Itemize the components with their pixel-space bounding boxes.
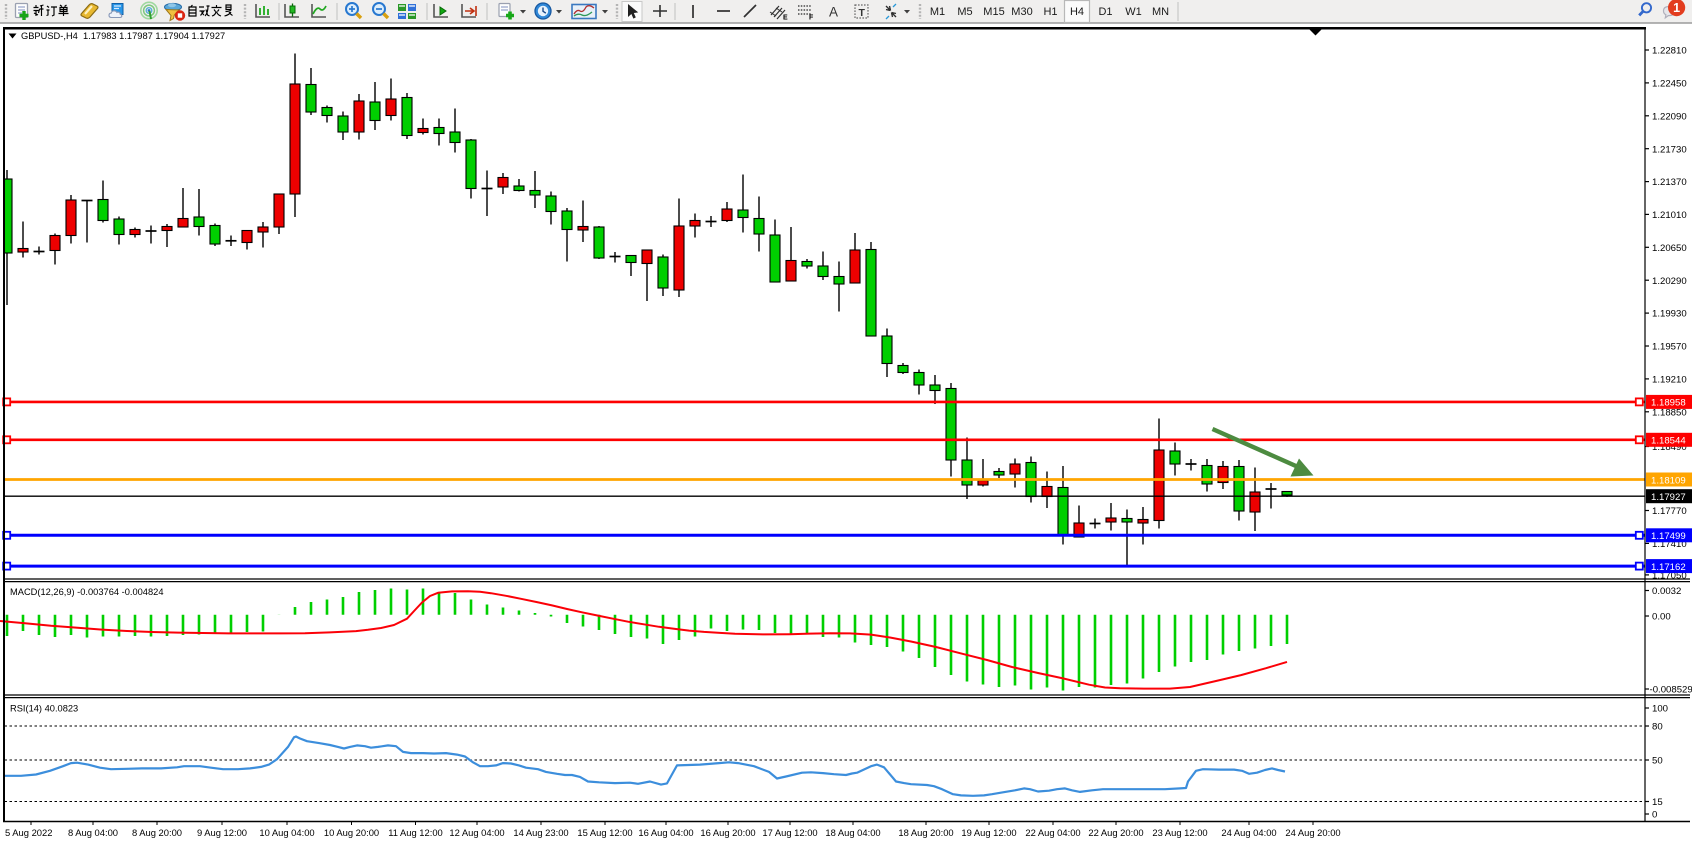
svg-text:D1: D1	[1098, 6, 1112, 18]
svg-text:15: 15	[1652, 797, 1663, 808]
svg-text:9 Aug 12:00: 9 Aug 12:00	[197, 827, 247, 838]
svg-text:1.17770: 1.17770	[1652, 506, 1687, 517]
svg-text:1.17410: 1.17410	[1652, 539, 1687, 550]
svg-text:15 Aug 12:00: 15 Aug 12:00	[577, 827, 632, 838]
svg-text:1.21010: 1.21010	[1652, 210, 1687, 221]
svg-text:H1: H1	[1043, 6, 1057, 18]
svg-text:1: 1	[1673, 1, 1680, 15]
svg-text:1.18490: 1.18490	[1652, 442, 1687, 453]
svg-text:1.21730: 1.21730	[1652, 144, 1687, 155]
svg-text:1.20290: 1.20290	[1652, 276, 1687, 287]
svg-text:A: A	[829, 5, 838, 20]
svg-text:1.22810: 1.22810	[1652, 46, 1687, 57]
svg-text:14 Aug 23:00: 14 Aug 23:00	[513, 827, 568, 838]
svg-text:W1: W1	[1125, 6, 1142, 18]
svg-text:50: 50	[1652, 756, 1663, 767]
svg-text:M15: M15	[983, 6, 1004, 18]
svg-text:1.19570: 1.19570	[1652, 342, 1687, 353]
svg-text:23 Aug 12:00: 23 Aug 12:00	[1152, 827, 1207, 838]
svg-text:24 Aug 04:00: 24 Aug 04:00	[1221, 827, 1276, 838]
svg-text:-0.008529: -0.008529	[1650, 685, 1692, 696]
svg-text:1.17927: 1.17927	[1651, 492, 1686, 503]
svg-text:1.22090: 1.22090	[1652, 111, 1687, 122]
svg-text:5 Aug 2022: 5 Aug 2022	[5, 827, 52, 838]
svg-text:1.22450: 1.22450	[1652, 79, 1687, 90]
svg-text:1.18850: 1.18850	[1652, 407, 1687, 418]
svg-text:M1: M1	[930, 6, 945, 18]
svg-text:1.21370: 1.21370	[1652, 177, 1687, 188]
svg-text:GBPUSD-,H4 1.17983 1.17987 1.: GBPUSD-,H4 1.17983 1.17987 1.17904 1.179…	[21, 31, 225, 41]
svg-text:19 Aug 12:00: 19 Aug 12:00	[961, 827, 1016, 838]
svg-text:16 Aug 20:00: 16 Aug 20:00	[700, 827, 755, 838]
svg-text:0.0032: 0.0032	[1652, 586, 1681, 597]
svg-text:1.18109: 1.18109	[1651, 475, 1686, 486]
svg-text:10 Aug 20:00: 10 Aug 20:00	[324, 827, 379, 838]
svg-text:MN: MN	[1152, 6, 1169, 18]
svg-text:18 Aug 20:00: 18 Aug 20:00	[898, 827, 953, 838]
svg-text:11 Aug 12:00: 11 Aug 12:00	[388, 827, 443, 838]
svg-text:1.18544: 1.18544	[1651, 436, 1686, 447]
svg-text:8 Aug 20:00: 8 Aug 20:00	[132, 827, 182, 838]
svg-text:MACD(12,26,9) -0.003764 -0.004: MACD(12,26,9) -0.003764 -0.004824	[10, 587, 164, 597]
svg-text:E: E	[783, 15, 788, 22]
svg-text:18 Aug 04:00: 18 Aug 04:00	[825, 827, 880, 838]
svg-text:1.18958: 1.18958	[1651, 398, 1686, 409]
svg-text:16 Aug 04:00: 16 Aug 04:00	[638, 827, 693, 838]
svg-text:1.20650: 1.20650	[1652, 243, 1687, 254]
svg-text:1.17050: 1.17050	[1652, 571, 1687, 582]
svg-text:1.17499: 1.17499	[1651, 531, 1686, 542]
svg-text:0.00: 0.00	[1652, 612, 1671, 623]
svg-text:100: 100	[1652, 704, 1668, 715]
svg-text:22 Aug 04:00: 22 Aug 04:00	[1025, 827, 1080, 838]
svg-text:T: T	[859, 7, 866, 19]
svg-text:RSI(14) 40.0823: RSI(14) 40.0823	[10, 704, 78, 714]
svg-text:10 Aug 04:00: 10 Aug 04:00	[259, 827, 314, 838]
svg-text:24 Aug 20:00: 24 Aug 20:00	[1285, 827, 1340, 838]
svg-text:H4: H4	[1070, 6, 1084, 18]
svg-text:M30: M30	[1011, 6, 1032, 18]
svg-text:22 Aug 20:00: 22 Aug 20:00	[1088, 827, 1143, 838]
svg-text:F: F	[809, 15, 814, 22]
svg-text:0: 0	[1652, 810, 1657, 821]
svg-text:1.17162: 1.17162	[1651, 562, 1686, 573]
svg-text:1.19930: 1.19930	[1652, 309, 1687, 320]
svg-text:12 Aug 04:00: 12 Aug 04:00	[449, 827, 504, 838]
svg-text:1.19210: 1.19210	[1652, 375, 1687, 386]
svg-text:8 Aug 04:00: 8 Aug 04:00	[68, 827, 118, 838]
svg-text:80: 80	[1652, 722, 1663, 733]
svg-text:17 Aug 12:00: 17 Aug 12:00	[762, 827, 817, 838]
svg-text:M5: M5	[957, 6, 972, 18]
